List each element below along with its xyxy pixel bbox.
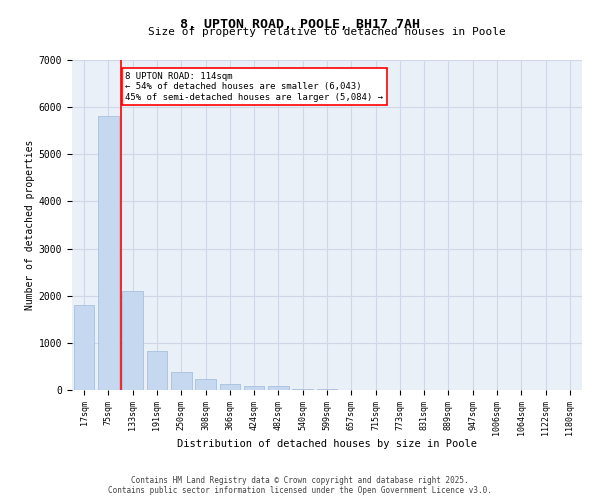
Text: 8, UPTON ROAD, POOLE, BH17 7AH: 8, UPTON ROAD, POOLE, BH17 7AH: [180, 18, 420, 30]
Bar: [146, 351, 167, 390]
Bar: [122, 292, 143, 390]
Bar: [292, 388, 313, 390]
Bar: [244, 386, 265, 390]
Bar: [98, 116, 119, 390]
Bar: [195, 378, 216, 390]
Bar: [171, 372, 191, 390]
Bar: [74, 305, 94, 390]
Bar: [268, 386, 289, 390]
Y-axis label: Number of detached properties: Number of detached properties: [25, 140, 35, 310]
Text: 8 UPTON ROAD: 114sqm
← 54% of detached houses are smaller (6,043)
45% of semi-de: 8 UPTON ROAD: 114sqm ← 54% of detached h…: [125, 72, 383, 102]
Text: Contains HM Land Registry data © Crown copyright and database right 2025.
Contai: Contains HM Land Registry data © Crown c…: [108, 476, 492, 495]
Title: Size of property relative to detached houses in Poole: Size of property relative to detached ho…: [148, 27, 506, 37]
Bar: [220, 384, 240, 390]
X-axis label: Distribution of detached houses by size in Poole: Distribution of detached houses by size …: [177, 439, 477, 449]
